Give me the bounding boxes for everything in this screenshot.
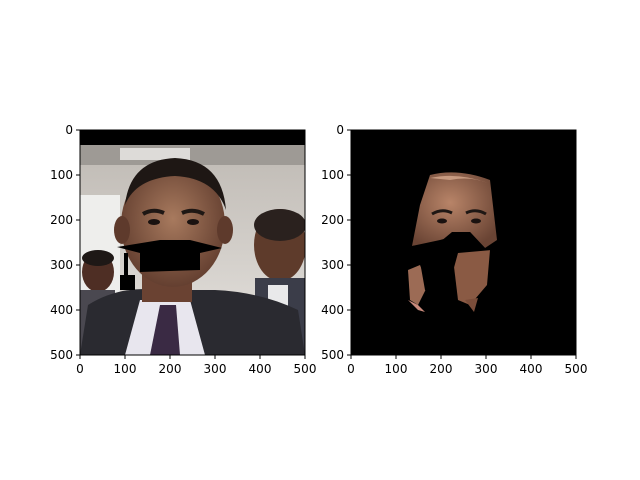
x-tick-label-segmented-face-2: 200 [430,362,453,376]
y-tick-label-segmented-face-0: 0 [336,123,344,137]
x-tick-label-segmented-face-4: 400 [520,362,543,376]
y-tick-label-original-photo-1: 100 [50,168,73,182]
x-tick-label-original-photo-3: 300 [204,362,227,376]
y-tick-label-original-photo-2: 200 [50,213,73,227]
x-tick-label-segmented-face-1: 100 [385,362,408,376]
y-tick-label-segmented-face-5: 500 [321,348,344,362]
y-tick-label-original-photo-4: 400 [50,303,73,317]
left-image [80,130,305,355]
x-tick-label-original-photo-4: 400 [249,362,272,376]
x-tick-label-original-photo-2: 200 [159,362,182,376]
right-axes-frame [350,129,577,356]
y-tick-label-segmented-face-4: 400 [321,303,344,317]
x-tick-label-original-photo-1: 100 [114,362,137,376]
y-tick-label-original-photo-5: 500 [50,348,73,362]
x-tick-label-segmented-face-3: 300 [475,362,498,376]
x-tick-label-original-photo-0: 0 [76,362,84,376]
x-tick-label-segmented-face-0: 0 [347,362,355,376]
y-tick-label-segmented-face-1: 100 [321,168,344,182]
left-axes-frame [79,129,306,356]
x-tick-label-segmented-face-5: 500 [565,362,588,376]
right-image [351,130,576,355]
y-tick-label-segmented-face-3: 300 [321,258,344,272]
y-tick-label-segmented-face-2: 200 [321,213,344,227]
y-tick-label-original-photo-3: 300 [50,258,73,272]
x-tick-label-original-photo-5: 500 [294,362,317,376]
y-tick-label-original-photo-0: 0 [65,123,73,137]
